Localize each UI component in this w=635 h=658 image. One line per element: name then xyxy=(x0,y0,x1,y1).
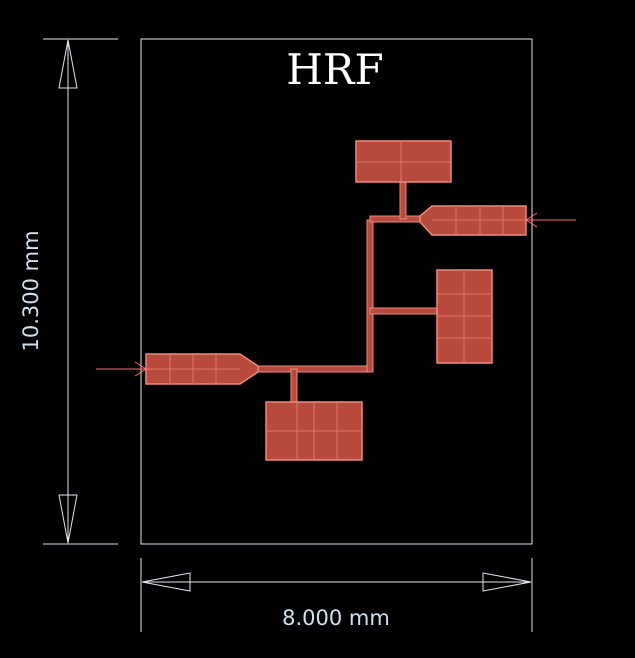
height-dimension-label: 10.300 mm xyxy=(19,230,43,351)
output-port-marker xyxy=(525,212,576,228)
upper-stub-pad xyxy=(355,140,452,183)
width-dimension: 8.000 mm xyxy=(140,558,533,632)
upper-stub-trace xyxy=(399,181,407,220)
height-arrow-bottom xyxy=(58,494,78,544)
output-feed-pad xyxy=(419,205,527,236)
right-stub-pad xyxy=(436,269,493,364)
input-feed-pad xyxy=(145,353,259,385)
height-arrow-top xyxy=(58,39,78,89)
height-dimension: 10.300 mm xyxy=(19,38,118,545)
middle-stub-trace xyxy=(369,307,441,315)
layout-title: HRF xyxy=(286,45,383,94)
lower-stub-trace xyxy=(290,368,298,404)
lower-stub-pad xyxy=(265,401,363,461)
vertical-trace xyxy=(366,219,374,373)
width-arrow-left xyxy=(141,572,191,592)
width-dimension-label: 8.000 mm xyxy=(282,606,390,630)
width-arrow-right xyxy=(482,572,532,592)
microstrip-traces xyxy=(257,181,441,404)
board-outline xyxy=(140,38,533,545)
lower-trace xyxy=(257,365,371,373)
input-port-marker xyxy=(96,361,147,377)
